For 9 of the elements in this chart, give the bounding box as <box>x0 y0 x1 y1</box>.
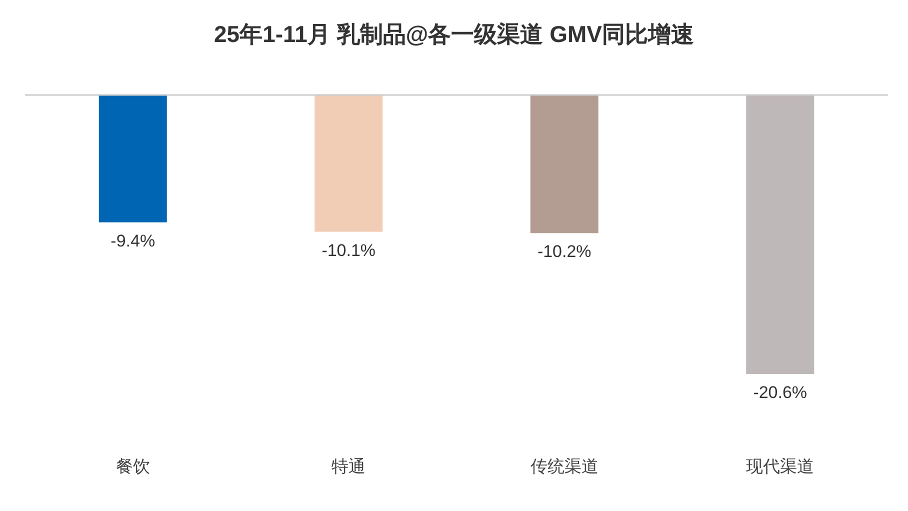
x-tick-label: 餐饮 <box>116 457 150 476</box>
x-tick-label: 特通 <box>332 457 366 476</box>
data-label: -9.4% <box>110 231 156 250</box>
x-tick-label: 现代渠道 <box>746 457 814 476</box>
chart-title: 25年1-11月 乳制品@各一级渠道 GMV同比增速 <box>214 21 694 47</box>
data-label: -10.2% <box>537 242 592 262</box>
data-label: -20.6% <box>753 383 808 402</box>
data-label: -10.1% <box>322 240 376 260</box>
x-tick-label: 传统渠道 <box>530 457 598 476</box>
